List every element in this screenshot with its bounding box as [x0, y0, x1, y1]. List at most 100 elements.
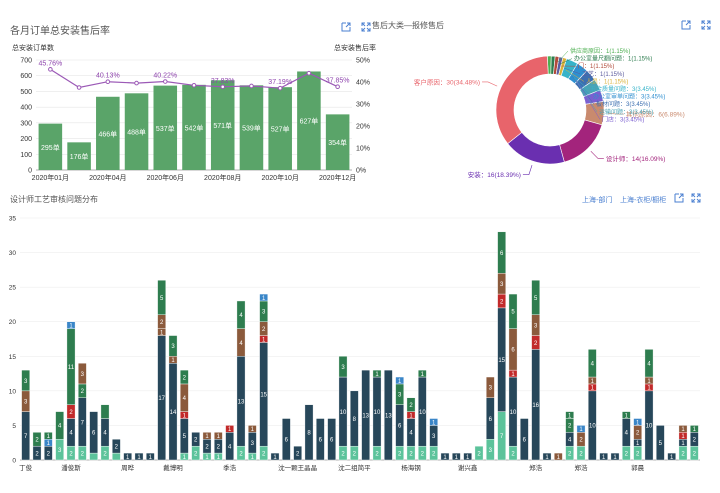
stack-segment — [565, 411, 574, 419]
segment-label: 7 — [24, 434, 28, 440]
segment-label: 15 — [260, 393, 267, 399]
x-tick-label: 季浩 — [223, 463, 237, 472]
segment-label: 1 — [591, 386, 595, 392]
segment-label: 2 — [194, 451, 198, 457]
stack-segment — [656, 425, 665, 461]
segment-label: 1 — [568, 413, 572, 419]
stack-segment — [78, 362, 87, 385]
link-shanghai-cabinet[interactable]: 上海-衣柜/橱柜 — [620, 197, 667, 204]
segment-label: 3 — [24, 400, 28, 406]
stack-segment — [202, 432, 212, 440]
y2-tick-label: 0% — [356, 168, 366, 175]
stack-segment — [112, 439, 121, 454]
segment-label: 8 — [353, 417, 357, 423]
segment-label: 1 — [228, 427, 232, 433]
segment-label: 3 — [432, 434, 436, 440]
stack-segment — [463, 452, 472, 461]
export-icon[interactable] — [340, 22, 352, 34]
segment-label: 3 — [251, 441, 255, 447]
stack-segment — [520, 418, 529, 461]
segment-label: 4 — [239, 341, 243, 347]
segment-label: 6 — [523, 438, 527, 444]
label-leader — [565, 69, 585, 82]
segment-label: 1 — [681, 434, 685, 440]
y-tick-label: 30 — [9, 250, 17, 257]
segment-label: 2 — [500, 299, 504, 305]
stack-segment — [89, 452, 98, 461]
stack-segment — [146, 452, 155, 461]
segment-label: 3 — [262, 310, 266, 316]
rate-point — [76, 85, 82, 90]
segment-label: 1 — [217, 434, 221, 440]
stack-segment — [440, 452, 450, 461]
y-tick-label: 500 — [20, 89, 32, 96]
segment-label: 2 — [409, 403, 413, 409]
link-shanghai-dept[interactable]: 上海-部门 — [582, 197, 613, 204]
segment-label: 2 — [239, 451, 243, 457]
segment-label: 5 — [534, 296, 538, 302]
bar-data-label: 542单 — [185, 123, 204, 132]
x-tick-label: 周晔 — [121, 463, 135, 472]
segment-label: 3 — [171, 344, 175, 350]
segment-label: 13 — [238, 400, 245, 406]
segment-label: 1 — [262, 296, 266, 302]
after-sales-panel: 售后大类—报修售后 其他原因：6(6.89%) 设计师：14(16.09%) 安装：… — [370, 0, 720, 188]
segment-label: 1 — [251, 455, 255, 461]
segment-label: 5 — [160, 296, 164, 302]
slice-label: 办公室量尺翻问题：1(1.15%) — [574, 55, 652, 63]
segment-label: 2 — [296, 451, 300, 457]
y-tick-label: 100 — [20, 152, 32, 159]
expand-icon[interactable] — [690, 193, 702, 205]
slice-label: 供应商原因：1(1.15%) — [570, 47, 630, 55]
segment-label: 2 — [103, 451, 107, 457]
segment-label: 2 — [35, 451, 39, 457]
slice-label: 设计师：14(16.09%) — [606, 154, 666, 163]
segment-label: 2 — [681, 451, 685, 457]
stack-segment — [293, 445, 302, 461]
x-tick-label: 潘俊斯 — [61, 463, 81, 472]
export-icon[interactable] — [680, 20, 692, 32]
stack-segment — [304, 404, 314, 461]
y-tick-label: 10 — [9, 388, 17, 395]
segment-label: 2 — [421, 451, 425, 457]
segment-label: 1 — [579, 427, 583, 433]
segment-label: 1 — [47, 441, 51, 447]
segment-label: 3 — [534, 323, 538, 329]
y2-tick-label: 50% — [356, 58, 370, 65]
slice-label: 其他原因：6(6.89%) — [626, 110, 685, 119]
stack-segment — [123, 452, 132, 461]
segment-label: 2 — [69, 451, 73, 457]
stack-segment — [21, 369, 30, 392]
rate-point — [134, 80, 139, 86]
segment-label: 6 — [330, 438, 334, 444]
segment-label: 2 — [511, 451, 515, 457]
expand-icon[interactable] — [700, 20, 712, 32]
x-tick-label: 郭晨 — [631, 463, 645, 472]
y2-axis-label: 总安装售后率 — [334, 43, 376, 52]
y-tick-label: 0 — [28, 168, 32, 175]
segment-label: 1 — [273, 455, 277, 461]
label-leader — [573, 77, 598, 112]
segment-label: 14 — [170, 410, 177, 416]
segment-label: 4 — [58, 424, 62, 430]
segment-label: 4 — [647, 362, 651, 368]
design-review-panel: 设计师工艺审核问题分布 上海-部门 上海-衣柜/橱柜 0 5 10 15 20 25 30 3… — [0, 188, 720, 493]
monthly-orders-panel: 各月订单总安装售后率 总安装订单数 总安装售后率 0 100 200 300 400 500 6… — [0, 0, 380, 188]
x-tick-label: 2020年01月 — [32, 173, 69, 182]
stack-segment — [259, 293, 268, 302]
stack-segment — [610, 452, 620, 461]
stack-segment — [225, 425, 234, 433]
export-icon[interactable] — [673, 193, 685, 205]
segment-label: 8 — [307, 431, 311, 437]
slice-label: 门店：3(3.45%) — [602, 115, 644, 123]
segment-label: 10 — [646, 424, 653, 430]
x-tick-label: 戴博明 — [163, 463, 183, 472]
segment-label: 1 — [613, 455, 617, 461]
bar-data-label: 627单 — [300, 117, 319, 126]
segment-label: 2 — [194, 438, 198, 444]
bar-data-label: 466单 — [98, 129, 117, 138]
segment-label: 3 — [500, 282, 504, 288]
x-tick-label: 郑浩 — [575, 463, 589, 472]
expand-icon[interactable] — [360, 22, 372, 34]
rate-label: 40.13% — [96, 73, 120, 80]
